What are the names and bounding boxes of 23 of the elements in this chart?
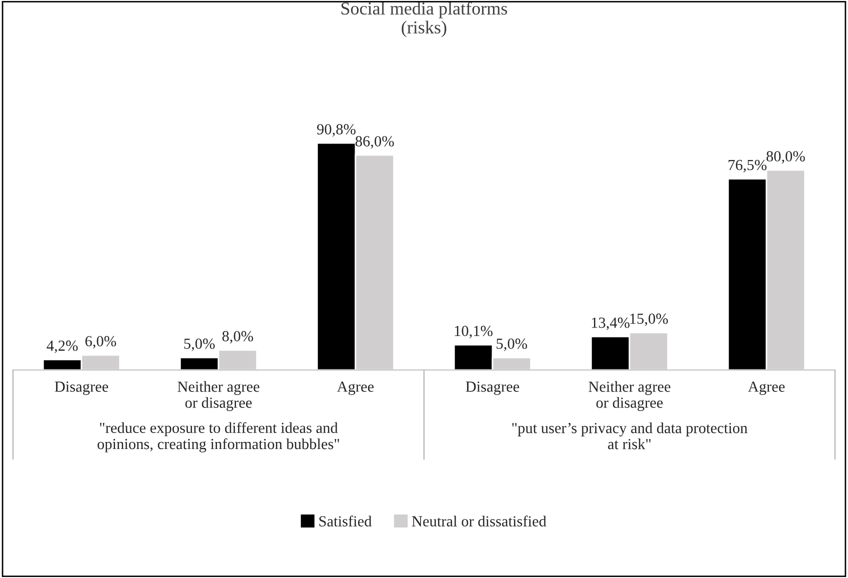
legend-label: Neutral or dissatisfied — [412, 516, 546, 526]
text: "reduce exposure to different ideas and opinions, creating information bubbles" — [98, 422, 340, 452]
data-label: 5,0% — [184, 338, 215, 352]
data-label: 15,0% — [630, 314, 668, 326]
data-label: 10,1% — [454, 326, 493, 338]
data-label: 76,5% — [728, 160, 767, 172]
data-label: 4,2% — [46, 340, 78, 354]
data-label: 8,0% — [222, 331, 254, 344]
chart-title: Social media platforms (risks) — [341, 2, 508, 38]
x-tick-label: Disagree — [466, 382, 520, 395]
legend-label: Satisfied — [319, 516, 372, 526]
data-label: 6,0% — [85, 336, 116, 349]
x-tick-label: Agree — [336, 382, 374, 395]
data-label: 5,0% — [496, 338, 528, 352]
data-label: 13,4% — [592, 318, 630, 330]
text: "put user’s privacy and data protection at risk" — [512, 422, 748, 450]
data-label: 90,8% — [317, 124, 356, 137]
x-tick-label: Agree — [748, 382, 785, 395]
x-tick-label: Neither agree or disagree — [178, 381, 260, 412]
x-tick-label: Neither agree or disagree — [588, 381, 670, 412]
x-tick-label: Disagree — [54, 382, 108, 395]
data-label: 80,0% — [766, 151, 805, 164]
data-label: 86,0% — [356, 136, 394, 149]
